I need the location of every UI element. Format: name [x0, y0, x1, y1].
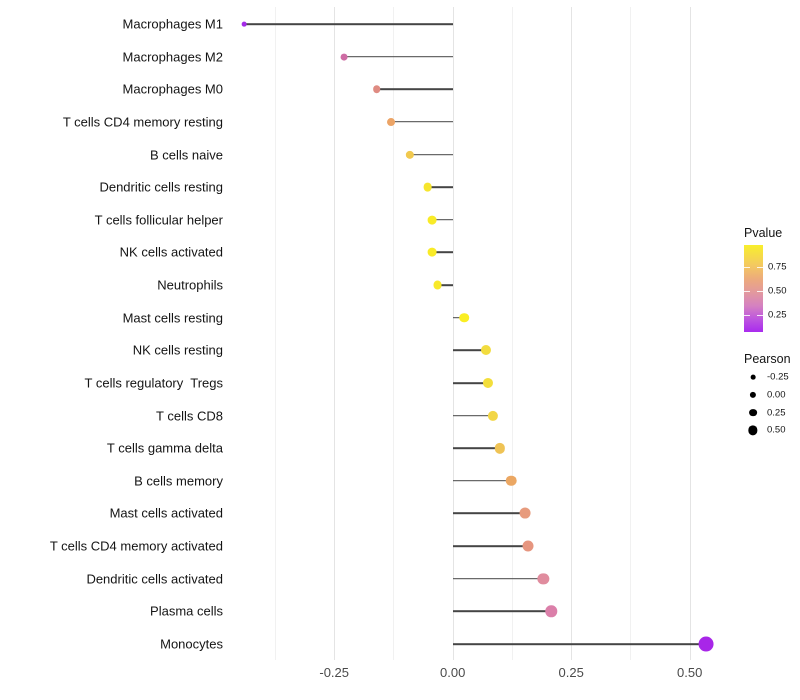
lollipop-stem — [343, 55, 453, 58]
x-axis-tick-label: -0.25 — [319, 665, 350, 680]
category-label: T cells follicular helper — [94, 212, 223, 228]
category-label: Monocytes — [160, 636, 223, 652]
pearson-legend-title: Pearson — [744, 352, 791, 366]
x-axis-tick-label: 0.25 — [558, 665, 584, 680]
size-legend-dot — [749, 408, 757, 417]
lollipop-stem — [431, 251, 453, 254]
category-label: NK cells resting — [132, 342, 223, 358]
major-gridline — [689, 7, 691, 660]
colorbar-tick-label: 0.75 — [768, 261, 787, 273]
lollipop-stem — [452, 349, 486, 352]
category-label: T cells CD4 memory resting — [62, 114, 223, 130]
lollipop-stem — [452, 316, 465, 319]
major-gridline — [334, 7, 336, 660]
minor-gridline — [511, 7, 513, 660]
x-axis-tick-label: 0.00 — [440, 665, 466, 680]
category-label: Mast cells resting — [122, 310, 223, 326]
lollipop-dot — [241, 21, 247, 27]
lollipop-stem — [244, 23, 453, 25]
colorbar-tick-mark — [744, 290, 750, 292]
lollipop-stem — [452, 545, 529, 547]
category-label: T cells regulatory Tregs — [84, 375, 223, 391]
lollipop-dot — [387, 117, 396, 126]
category-label: Neutrophils — [157, 277, 223, 293]
lollipop-dot — [405, 150, 415, 159]
lollipop-dot — [519, 507, 531, 519]
lollipop-dot — [427, 215, 437, 225]
lollipop-dot — [427, 247, 437, 257]
category-label: Dendritic cells resting — [99, 179, 223, 195]
category-label: T cells CD8 — [156, 408, 223, 424]
category-label: NK cells activated — [119, 244, 223, 260]
lollipop-dot — [505, 475, 517, 487]
lollipop-stem — [452, 577, 544, 580]
lollipop-dot — [433, 280, 443, 290]
size-legend-label: 0.25 — [767, 407, 786, 419]
lollipop-stem — [391, 121, 453, 123]
lollipop-dot — [480, 345, 491, 356]
lollipop-stem — [452, 480, 511, 482]
size-legend-dot — [748, 425, 758, 436]
category-label: Plasma cells — [150, 603, 223, 619]
major-gridline — [452, 7, 454, 660]
lollipop-stem — [431, 218, 453, 221]
lollipop-dot — [698, 636, 714, 652]
colorbar-tick-mark — [757, 290, 763, 292]
size-legend-label: -0.25 — [767, 371, 789, 383]
lollipop-stem — [452, 382, 489, 384]
minor-gridline — [630, 7, 632, 660]
x-axis-tick-label: 0.50 — [677, 665, 703, 680]
lollipop-stem — [376, 88, 453, 91]
lollipop-dot — [459, 312, 469, 323]
size-legend-dot — [750, 374, 756, 380]
category-label: Dendritic cells activated — [86, 571, 223, 587]
category-label: T cells gamma delta — [106, 440, 223, 456]
lollipop-stem — [410, 153, 453, 156]
lollipop-dot — [545, 605, 558, 618]
category-label: Mast cells activated — [109, 505, 223, 521]
category-label: T cells CD4 memory activated — [49, 538, 223, 554]
pvalue-colorbar — [744, 245, 763, 332]
lollipop-stem — [427, 186, 453, 188]
lollipop-stem — [437, 284, 453, 286]
category-label: B cells memory — [134, 473, 223, 489]
colorbar-tick-mark — [757, 314, 763, 316]
major-gridline — [571, 7, 573, 660]
colorbar-tick-mark — [757, 266, 763, 268]
lollipop-stem — [452, 447, 500, 449]
colorbar-tick-mark — [744, 266, 750, 268]
category-label: Macrophages M1 — [122, 16, 223, 32]
lollipop-stem — [452, 512, 525, 515]
category-label: B cells naive — [150, 147, 223, 163]
lollipop-stem — [452, 610, 552, 613]
lollipop-stem — [452, 643, 707, 645]
size-legend-label: 0.50 — [767, 424, 786, 436]
category-label: Macrophages M2 — [122, 49, 223, 65]
lollipop-dot — [537, 573, 549, 585]
lollipop-dot — [340, 53, 348, 61]
lollipop-dot — [483, 377, 494, 388]
colorbar-tick-mark — [744, 314, 750, 316]
size-legend-label: 0.00 — [767, 389, 786, 401]
minor-gridline — [274, 7, 276, 660]
lollipop-dot — [373, 85, 381, 94]
lollipop-dot — [487, 410, 498, 421]
category-label: Macrophages M0 — [122, 81, 223, 97]
minor-gridline — [393, 7, 395, 660]
size-legend-dot — [749, 391, 757, 398]
lollipop-stem — [452, 414, 493, 417]
colorbar-tick-label: 0.25 — [768, 309, 787, 321]
lollipop-dot — [494, 443, 505, 454]
plot-panel — [228, 7, 730, 660]
colorbar-tick-label: 0.50 — [768, 285, 787, 297]
lollipop-dot — [423, 182, 432, 192]
lollipop-dot — [522, 540, 534, 552]
pvalue-legend-title: Pvalue — [744, 226, 783, 240]
